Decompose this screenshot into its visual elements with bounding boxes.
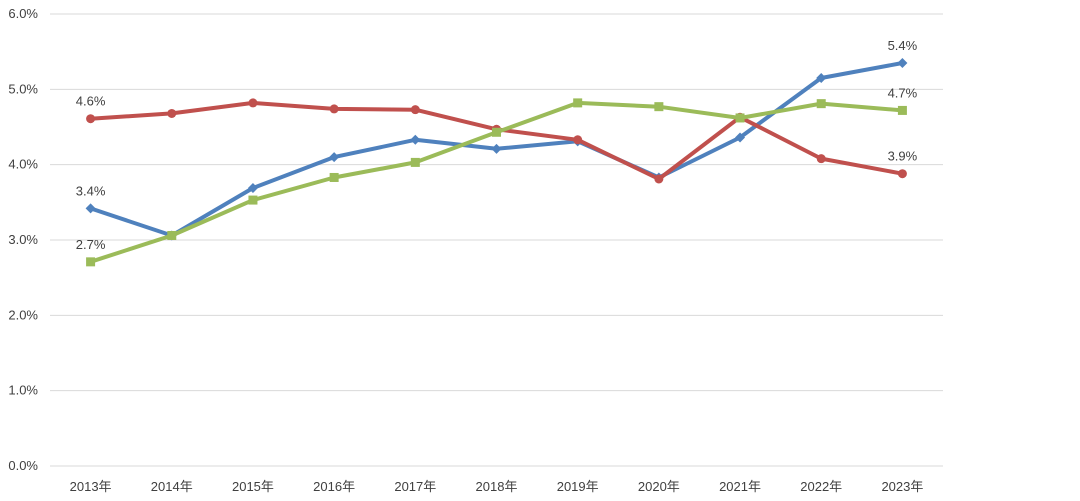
data-labels: 3.4% 5.4% 4.6% 3.9% 2.7% 4.7% — [76, 38, 918, 252]
y-tick-label: 3.0% — [8, 232, 38, 247]
gridlines — [50, 13, 943, 467]
data-point — [167, 108, 177, 118]
y-axis: 0.0% 1.0% 2.0% 3.0% 4.0% 5.0% 6.0% — [8, 6, 38, 473]
data-point — [86, 114, 96, 124]
data-label: 3.9% — [888, 149, 918, 164]
data-point — [816, 99, 826, 109]
data-point — [248, 98, 258, 108]
data-point — [329, 104, 339, 114]
y-tick-label: 5.0% — [8, 81, 38, 96]
y-tick-label: 0.0% — [8, 458, 38, 473]
y-tick-label: 6.0% — [8, 6, 38, 21]
y-tick-label: 1.0% — [8, 383, 38, 398]
data-point — [816, 154, 826, 164]
data-label: 5.4% — [888, 38, 918, 53]
data-point — [573, 98, 583, 108]
series-diamond — [85, 57, 908, 241]
data-point — [167, 230, 177, 240]
data-point — [816, 73, 827, 84]
y-tick-label: 2.0% — [8, 307, 38, 322]
x-tick-label: 2016年 — [313, 479, 355, 494]
x-axis: 2013年 2014年 2015年 2016年 2017年 2018年 2019年 2020年… — [70, 479, 924, 494]
x-tick-label: 2013年 — [70, 479, 112, 494]
x-tick-label: 2015年 — [232, 479, 274, 494]
data-point — [329, 152, 340, 163]
data-point — [247, 183, 258, 194]
x-tick-label: 2018年 — [476, 479, 518, 494]
data-point — [410, 157, 420, 167]
data-point — [248, 195, 258, 205]
data-label: 4.6% — [76, 94, 106, 109]
x-tick-label: 2022年 — [800, 479, 842, 494]
data-point — [86, 257, 96, 267]
x-tick-label: 2014年 — [151, 479, 193, 494]
series-group — [85, 57, 908, 267]
data-point — [491, 143, 502, 154]
data-point — [410, 105, 420, 115]
x-tick-label: 2020年 — [638, 479, 680, 494]
data-point — [735, 113, 745, 123]
x-tick-label: 2023年 — [881, 479, 923, 494]
data-point — [897, 169, 907, 179]
data-point — [654, 174, 664, 184]
data-point — [573, 135, 583, 145]
data-label: 2.7% — [76, 237, 106, 252]
y-tick-label: 4.0% — [8, 157, 38, 172]
data-point — [735, 132, 746, 143]
data-point — [897, 105, 907, 115]
data-point — [492, 127, 501, 137]
data-point — [897, 57, 908, 68]
x-tick-label: 2019年 — [557, 479, 599, 494]
data-label: 3.4% — [76, 183, 106, 198]
data-point — [85, 203, 96, 214]
series-square — [86, 98, 907, 267]
x-tick-label: 2021年 — [719, 479, 761, 494]
data-point — [410, 134, 421, 145]
series-line — [88, 100, 905, 181]
x-tick-label: 2017年 — [394, 479, 436, 494]
data-point — [654, 102, 664, 112]
data-point — [329, 172, 339, 182]
data-label: 4.7% — [888, 85, 918, 100]
